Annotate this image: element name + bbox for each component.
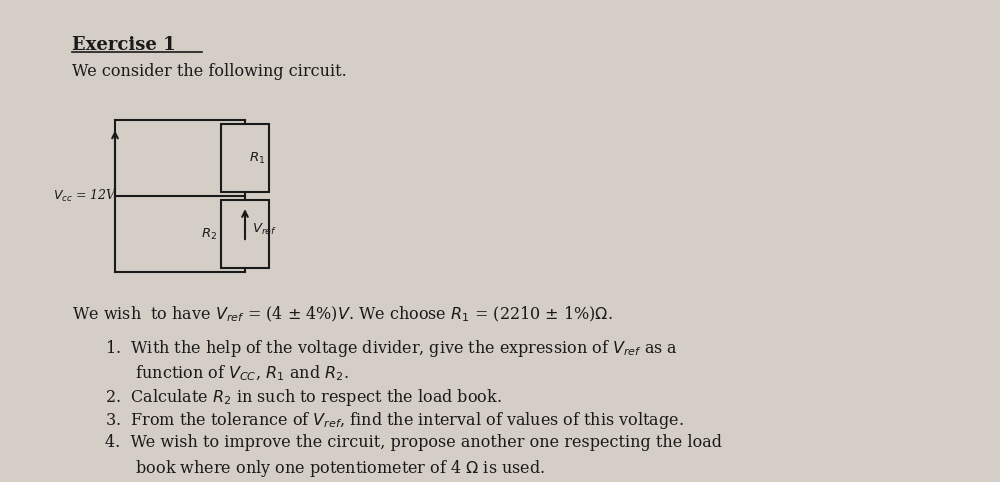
Text: 2.  Calculate $R_2$ in such to respect the load book.: 2. Calculate $R_2$ in such to respect th… bbox=[105, 387, 502, 408]
Text: $R_1$: $R_1$ bbox=[249, 150, 265, 166]
Text: We consider the following circuit.: We consider the following circuit. bbox=[72, 63, 347, 80]
Text: function of $V_{CC}$, $R_1$ and $R_2$.: function of $V_{CC}$, $R_1$ and $R_2$. bbox=[105, 363, 349, 383]
Text: 1.  With the help of the voltage divider, give the expression of $V_{ref}$ as a: 1. With the help of the voltage divider,… bbox=[105, 338, 678, 359]
Text: $V_{ref}$: $V_{ref}$ bbox=[252, 222, 277, 237]
Text: $V_{cc}$ = 12V: $V_{cc}$ = 12V bbox=[53, 188, 118, 204]
Text: We wish  to have $V_{ref}$ = (4 $\pm$ 4%)$V$. We choose $R_1$ = (2210 $\pm$ 1%)$: We wish to have $V_{ref}$ = (4 $\pm$ 4%)… bbox=[72, 305, 613, 324]
Text: book where only one potentiometer of 4 $\Omega$ is used.: book where only one potentiometer of 4 $… bbox=[105, 457, 545, 479]
Text: $R_2$: $R_2$ bbox=[201, 227, 217, 242]
Text: 4.  We wish to improve the circuit, propose another one respecting the load: 4. We wish to improve the circuit, propo… bbox=[105, 434, 722, 451]
Bar bbox=[221, 201, 269, 268]
Text: Exercise 1: Exercise 1 bbox=[72, 36, 176, 54]
Text: 3.  From the tolerance of $V_{ref}$, find the interval of values of this voltage: 3. From the tolerance of $V_{ref}$, find… bbox=[105, 411, 684, 431]
Bar bbox=[221, 124, 269, 192]
